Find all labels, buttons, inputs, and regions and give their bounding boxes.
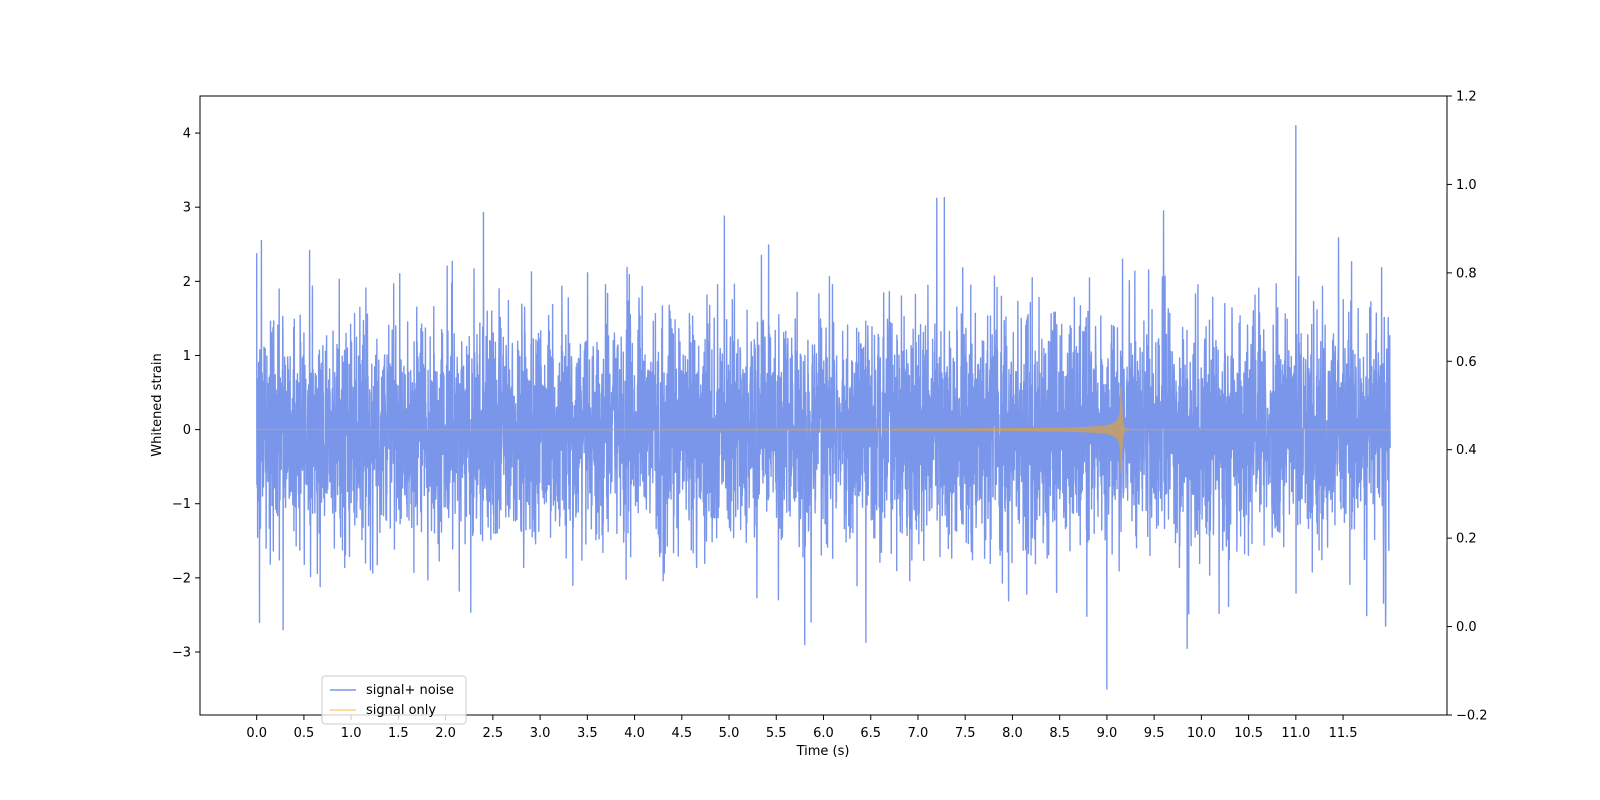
x-tick-label: 4.0 xyxy=(624,726,645,741)
x-tick-label: 6.0 xyxy=(813,726,834,741)
y2-tick-label: 1.0 xyxy=(1456,178,1477,193)
x-tick-label: 1.5 xyxy=(388,726,409,741)
y2-tick-label: 0.2 xyxy=(1456,532,1477,547)
x-tick-label: 2.5 xyxy=(483,726,504,741)
y-tick-label: −3 xyxy=(172,645,191,660)
legend-box xyxy=(321,675,467,725)
x-tick-label: 9.0 xyxy=(1097,726,1118,741)
y2-tick-label: 0.8 xyxy=(1456,266,1477,281)
x-tick-label: 10.5 xyxy=(1234,726,1263,741)
x-tick-label: 11.5 xyxy=(1329,726,1358,741)
x-tick-label: 10.0 xyxy=(1187,726,1216,741)
series-signal-only-line xyxy=(256,386,1391,473)
y-tick-label: −1 xyxy=(172,497,191,512)
legend: signal+ noise signal only xyxy=(321,675,467,725)
y2-tick-label: 0.4 xyxy=(1456,443,1477,458)
x-tick-label: 0.0 xyxy=(246,726,267,741)
y-tick-label: 1 xyxy=(183,349,191,364)
x-tick-label: 1.0 xyxy=(341,726,362,741)
x-tick-label: 5.0 xyxy=(719,726,740,741)
y2-tick-label: 0.6 xyxy=(1456,355,1477,370)
x-tick-label: 5.5 xyxy=(766,726,787,741)
x-axis-label: Time (s) xyxy=(796,744,850,759)
y-tick-label: 0 xyxy=(183,423,191,438)
y-axis-right: 1.2 1.0 0.8 0.6 0.4 0.2 0.0 −0.2 xyxy=(1447,90,1488,724)
legend-label-signal-noise: signal+ noise xyxy=(366,683,454,698)
y-tick-label: 3 xyxy=(183,201,191,216)
y-tick-label: 4 xyxy=(183,127,191,142)
x-axis: 0.0 0.5 1.0 1.5 2.0 2.5 3.0 3.5 4.0 4.5 5.0 5.5 6.0 6… xyxy=(246,715,1358,741)
x-tick-label: 7.5 xyxy=(955,726,976,741)
x-tick-label: 8.5 xyxy=(1049,726,1070,741)
y-tick-label: −2 xyxy=(172,571,191,586)
y2-tick-label: −0.2 xyxy=(1456,709,1488,724)
x-tick-label: 3.5 xyxy=(577,726,598,741)
y-axis-label: Whitened strain xyxy=(150,353,165,456)
x-tick-label: 9.5 xyxy=(1144,726,1165,741)
series-signal-noise-line xyxy=(255,124,1391,690)
y2-tick-label: 0.0 xyxy=(1456,620,1477,635)
x-tick-label: 4.5 xyxy=(671,726,692,741)
x-tick-label: 11.0 xyxy=(1281,726,1310,741)
y-axis-left: 4 3 2 1 0 −1 −2 −3 xyxy=(172,127,200,660)
x-tick-label: 6.5 xyxy=(860,726,881,741)
x-tick-label: 2.0 xyxy=(435,726,456,741)
plot-area xyxy=(255,124,1391,690)
y2-tick-label: 1.2 xyxy=(1456,90,1477,105)
legend-label-signal-only: signal only xyxy=(366,703,436,718)
y-tick-label: 2 xyxy=(183,275,191,290)
x-tick-label: 8.0 xyxy=(1002,726,1023,741)
x-tick-label: 7.0 xyxy=(908,726,929,741)
x-tick-label: 3.0 xyxy=(530,726,551,741)
x-tick-label: 0.5 xyxy=(294,726,315,741)
